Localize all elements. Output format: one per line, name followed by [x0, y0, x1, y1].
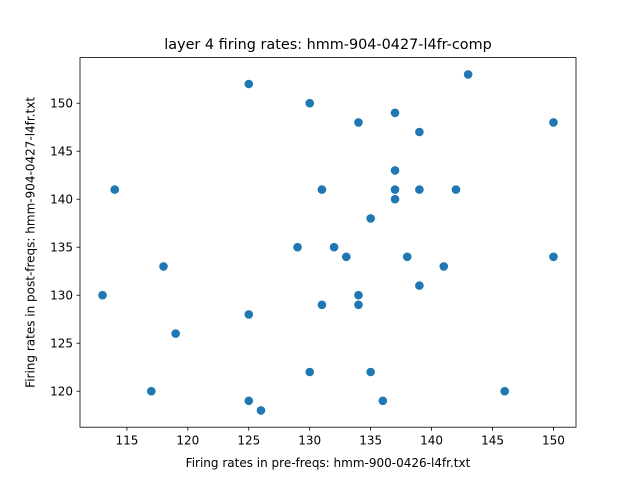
data-point-13 [317, 300, 327, 310]
y-axis-ticks: 120 125 130 135 140 145 150 [50, 97, 80, 399]
data-point-5 [244, 79, 254, 89]
data-point-28 [415, 185, 424, 194]
x-tick-label-5: 140 [420, 434, 443, 448]
data-point-4 [171, 329, 180, 338]
chart-title: layer 4 firing rates: hmm-904-0427-l4fr-… [164, 37, 491, 53]
data-point-18 [354, 300, 363, 310]
y-tick-label-0: 120 [50, 385, 73, 399]
data-point-32 [463, 70, 473, 79]
data-point-34 [549, 118, 558, 127]
data-point-3 [159, 262, 168, 271]
data-point-6 [244, 310, 254, 319]
y-tick-label-3: 135 [50, 241, 73, 255]
data-point-30 [439, 262, 449, 271]
data-point-16 [354, 118, 363, 127]
data-point-31 [451, 185, 461, 194]
data-point-25 [390, 194, 400, 204]
x-tick-label-0: 115 [115, 434, 138, 448]
data-point-26 [402, 252, 412, 262]
data-point-23 [390, 166, 400, 175]
data-point-20 [366, 367, 375, 377]
data-point-12 [317, 185, 327, 194]
y-tick-label-5: 145 [50, 145, 73, 159]
x-tick-label-6: 145 [481, 434, 504, 448]
data-point-9 [293, 242, 302, 252]
x-tick-label-7: 150 [542, 434, 565, 448]
data-point-2 [146, 386, 156, 396]
data-point-7 [244, 396, 254, 406]
data-point-17 [354, 290, 363, 300]
x-axis-label: Firing rates in pre-freqs: hmm-900-0426-… [186, 456, 471, 470]
x-tick-label-4: 135 [359, 434, 382, 448]
y-tick-label-1: 125 [50, 337, 73, 351]
data-point-19 [366, 214, 375, 223]
x-axis-ticks: 115 120 125 130 135 140 145 150 [115, 427, 565, 448]
y-tick-label-4: 140 [50, 193, 73, 207]
data-point-21 [378, 396, 388, 406]
data-point-24 [390, 185, 400, 194]
x-tick-label-1: 120 [176, 434, 199, 448]
plot-frame [79, 57, 577, 428]
data-point-10 [305, 98, 315, 108]
y-axis-label: Firing rates in post-freqs: hmm-904-0427… [24, 97, 38, 388]
data-point-8 [256, 406, 266, 415]
points-layer [98, 70, 558, 415]
data-point-29 [415, 281, 424, 290]
data-point-27 [415, 127, 424, 137]
data-point-33 [500, 386, 510, 396]
data-point-11 [305, 367, 315, 377]
data-point-35 [549, 252, 558, 262]
x-tick-label-3: 130 [298, 434, 321, 448]
data-point-14 [329, 242, 339, 252]
x-tick-label-2: 125 [237, 434, 260, 448]
data-point-0 [98, 290, 107, 300]
y-tick-label-6: 150 [50, 97, 73, 111]
data-point-1 [110, 185, 120, 194]
y-tick-label-2: 130 [50, 289, 73, 303]
data-point-22 [390, 108, 400, 118]
data-point-15 [341, 252, 351, 262]
